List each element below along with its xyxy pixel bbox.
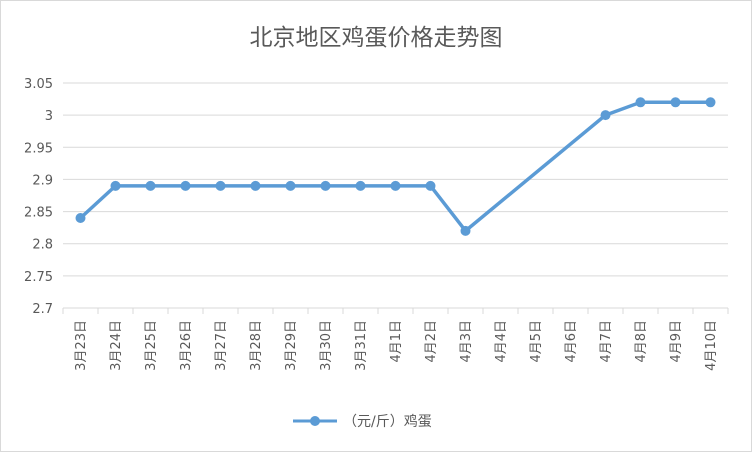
series-layer: [75, 97, 716, 236]
data-point: [635, 97, 646, 108]
x-tick-label: 4月2日: [424, 320, 439, 363]
x-axis: 3月23日 3月24日 3月25日 3月26日 3月27日 3月28日 3月29日 3月30日…: [62, 308, 729, 371]
x-tick-label: 3月28日: [249, 320, 264, 371]
data-point: [75, 213, 86, 223]
data-point: [320, 180, 331, 191]
x-tick-label: 3月26日: [179, 320, 194, 371]
x-tick-label: 4月5日: [529, 320, 544, 363]
x-tick-label: 4月6日: [564, 320, 579, 363]
y-tick-label: 2.7: [32, 302, 53, 317]
legend-label: （元/斤）鸡蛋: [343, 413, 432, 430]
data-point: [425, 180, 436, 191]
data-point: [110, 180, 121, 191]
data-point: [670, 97, 681, 108]
y-tick-label: 2.75: [24, 270, 53, 285]
x-tick-label: 3月27日: [214, 320, 229, 371]
x-tick-label: 4月3日: [459, 320, 474, 363]
y-tick-label: 2.95: [24, 141, 53, 156]
y-tick-label: 2.8: [32, 238, 53, 253]
data-point: [705, 97, 716, 108]
x-tick-label: 4月8日: [634, 320, 649, 363]
x-tick-label: 4月4日: [494, 320, 509, 363]
y-tick-label: 3: [45, 109, 53, 124]
series-line: [78, 100, 713, 233]
x-tick-label: 3月24日: [109, 320, 124, 371]
x-tick-label: 3月25日: [144, 320, 159, 371]
grid-lines: [63, 82, 728, 309]
legend-marker: [310, 416, 320, 426]
x-tick-label: 4月9日: [669, 320, 684, 363]
data-point: [145, 180, 156, 191]
data-point: [180, 180, 191, 191]
data-point: [215, 180, 226, 191]
data-point: [460, 225, 471, 236]
y-tick-label: 3.05: [24, 77, 53, 92]
data-point: [390, 180, 401, 191]
x-tick-label: 3月31日: [354, 320, 369, 371]
x-tick-label: 4月7日: [599, 320, 614, 363]
data-point: [600, 110, 611, 121]
y-tick-label: 2.9: [32, 173, 53, 188]
chart-title: 北京地区鸡蛋价格走势图: [250, 25, 503, 51]
y-tick-label: 2.85: [24, 206, 53, 221]
x-tick-label: 4月1日: [389, 320, 404, 363]
y-axis: 3.05 3 2.95 2.9 2.85 2.8 2.75 2.7: [24, 77, 53, 317]
data-point: [250, 180, 261, 191]
x-tick-label: 4月10日: [704, 320, 719, 371]
x-tick-label: 3月30日: [319, 320, 334, 371]
data-point: [285, 180, 296, 191]
x-tick-label: 3月29日: [284, 320, 299, 371]
data-point: [355, 180, 366, 191]
x-tick-label: 3月23日: [74, 320, 89, 371]
legend: （元/斤）鸡蛋: [293, 413, 432, 430]
